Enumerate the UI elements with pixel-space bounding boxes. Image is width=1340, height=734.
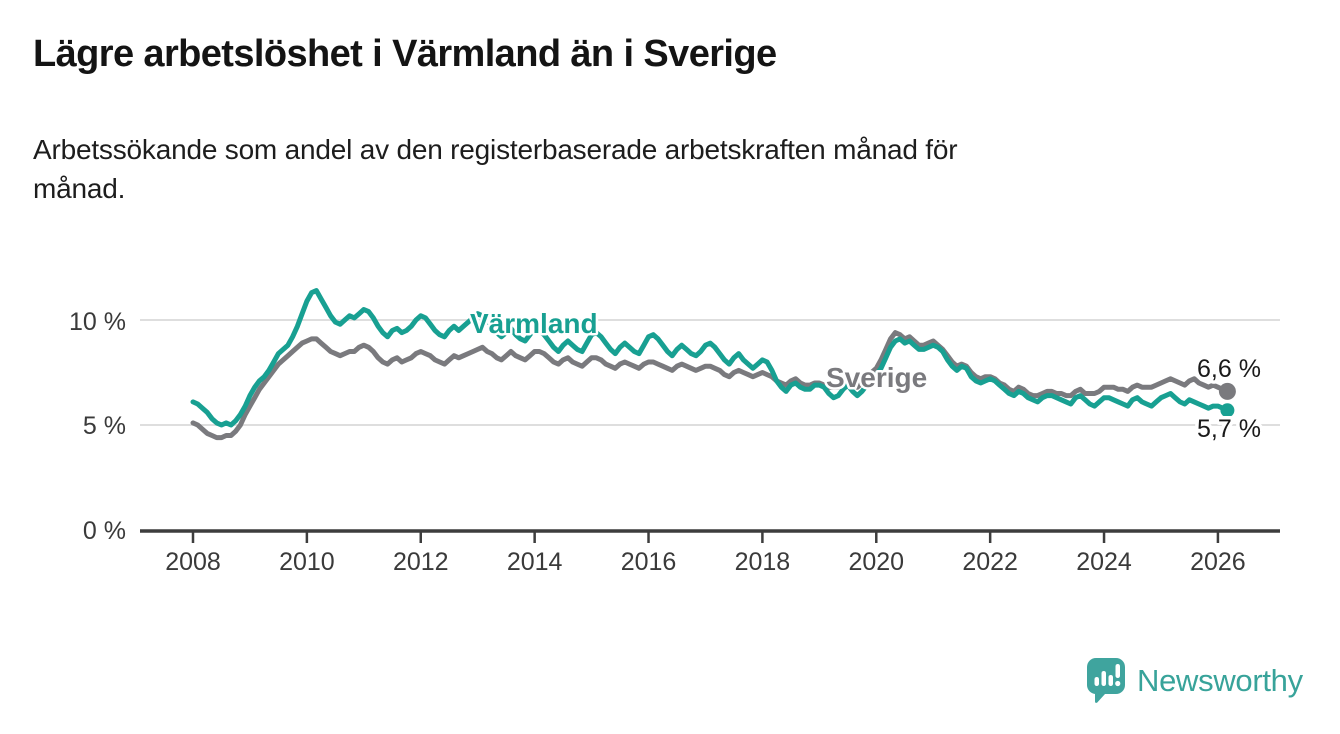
y-tick-label-10: 10 %	[69, 308, 126, 336]
x-tick-label: 2012	[393, 548, 449, 576]
varmland-series-label: Värmland	[470, 308, 598, 339]
gridlines	[140, 319, 1280, 426]
x-tick-label: 2010	[279, 548, 335, 576]
series-lines	[190, 288, 1236, 441]
newsworthy-logo-icon	[1086, 658, 1125, 703]
x-tick-label: 2008	[165, 548, 221, 576]
x-tick-label: 2024	[1076, 548, 1132, 576]
y-tick-label-0: 0 %	[83, 517, 126, 545]
sverige-series-label: Sverige	[826, 362, 927, 393]
chart-subtitle: Arbetssökande som andel av den registerb…	[33, 134, 958, 204]
värmland-end-dot	[1220, 403, 1235, 418]
x-axis: 2008 2010 2012 2014 2016 2018 2020 2022 2024 2026	[140, 529, 1280, 576]
x-tick-label: 2016	[621, 548, 677, 576]
varmland-end-value-label: 5,7 %	[1197, 415, 1261, 443]
sverige-end-dot	[1218, 382, 1236, 400]
sverige-line	[190, 330, 1230, 441]
x-tick-label: 2026	[1190, 548, 1246, 576]
y-tick-label-5: 5 %	[83, 412, 126, 440]
newsworthy-brand-text: Newsworthy	[1137, 663, 1303, 698]
x-tick-label: 2022	[962, 548, 1018, 576]
x-tick-label: 2020	[848, 548, 904, 576]
newsworthy-branding: Newsworthy	[1085, 656, 1303, 706]
x-tick-label: 2018	[735, 548, 791, 576]
chart-title: Lägre arbetslöshet i Värmland än i Sveri…	[33, 33, 777, 75]
värmland-line	[190, 288, 1230, 428]
sverige-end-value-label: 6,6 %	[1197, 355, 1261, 383]
x-tick-label: 2014	[507, 548, 563, 576]
